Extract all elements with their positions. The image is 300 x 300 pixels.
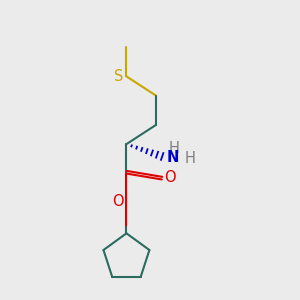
Text: N: N: [167, 150, 179, 165]
Text: H: H: [169, 141, 180, 156]
Text: S: S: [113, 69, 123, 84]
Text: H: H: [184, 151, 195, 166]
Text: O: O: [164, 170, 176, 185]
Text: O: O: [112, 194, 124, 209]
